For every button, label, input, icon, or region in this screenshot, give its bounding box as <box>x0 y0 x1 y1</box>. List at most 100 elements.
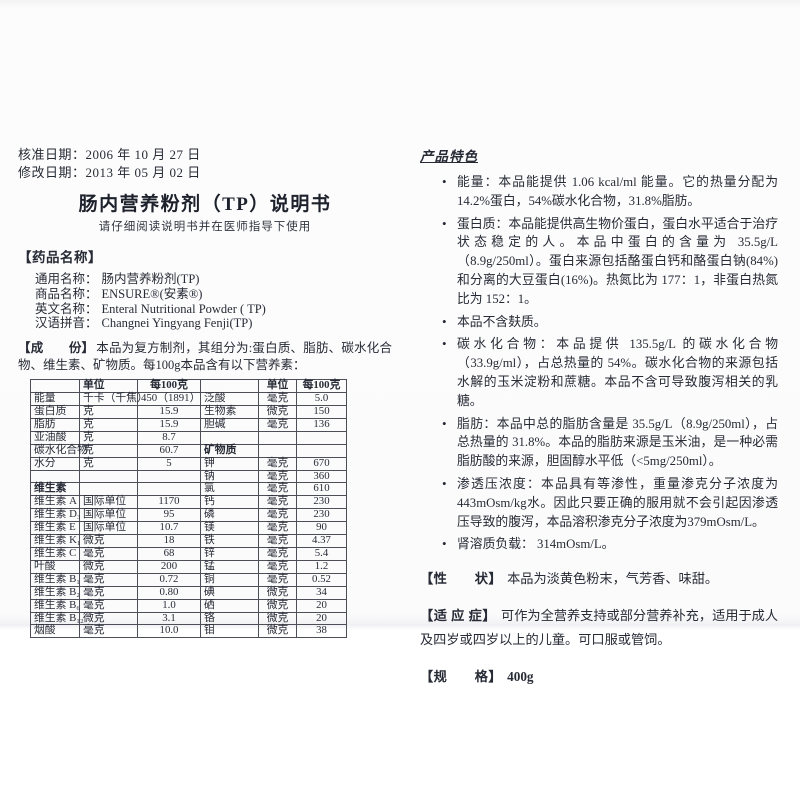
cell: 20 <box>296 598 347 613</box>
cell: 毫克 <box>258 572 297 587</box>
indications-heading: 【适 应 症】 <box>420 608 497 624</box>
cell: 毫克 <box>258 534 297 548</box>
cell: 毫克 <box>258 508 297 523</box>
cell: 锌 <box>200 546 259 561</box>
cell: 10.0 <box>137 624 201 639</box>
approval-date-label: 核准日期： <box>18 147 86 162</box>
section-heading-drug-name: 【药品名称】 <box>18 250 102 265</box>
cell: 毫克 <box>258 417 297 432</box>
cell: 450（1891） <box>137 392 201 406</box>
generic-name-label: 通用名称： <box>35 272 98 286</box>
cell: 136 <box>296 417 347 432</box>
table-row: 维生素 B₆ 毫克 1.0 硒微克 20 <box>30 598 347 613</box>
cell: 克 <box>79 430 138 445</box>
cell: 维生素 B₆ <box>30 598 80 613</box>
english-name-value: Enteral Nutritional Powder ( TP) <box>101 301 266 316</box>
table-row: 烟酸 毫克 10.0 钼微克 38 <box>30 624 347 639</box>
table-row: 叶酸 微克 200 锰毫克 1.2 <box>30 559 347 574</box>
cell: 毫克 <box>79 598 138 613</box>
cell <box>79 482 138 497</box>
cell: 毫克 <box>258 546 297 561</box>
cell <box>200 430 259 445</box>
cell: 亚油酸 <box>30 430 80 445</box>
section-heading-composition: 【成 份】 <box>18 341 95 356</box>
cell: 钠 <box>200 469 259 484</box>
trade-name-row: 商品名称： ENSURE®(安素®) <box>35 287 392 302</box>
cell <box>296 443 347 458</box>
cell: 230 <box>296 495 347 510</box>
cell: 铁 <box>200 534 259 548</box>
cell: 0.52 <box>296 572 347 587</box>
cell: 硒 <box>200 598 259 613</box>
cell: 毫克 <box>79 546 138 561</box>
cell: 0.80 <box>137 585 201 600</box>
cell: 氯 <box>200 482 259 497</box>
cell: 胆碱 <box>200 417 259 432</box>
cell: 毫克 <box>79 585 138 600</box>
table-row: 碳水化合物克 60.7 矿物质 <box>30 443 347 458</box>
feature-item-fat: 脂肪：本品中总的脂肪含量是 35.5g/L（8.9g/250ml），占总热量的 … <box>420 415 778 471</box>
feature-item-energy: 能量：本品能提供 1.06 kcal/ml 能量。它的热量分配为 14.2%蛋白… <box>420 173 778 211</box>
cell: 碳水化合物 <box>30 443 88 458</box>
cell: 毫克 <box>258 559 297 574</box>
specification-heading: 【规 格】 <box>420 669 503 685</box>
table-row: 维生素 D₃ 国际单位 95 磷毫克 230 <box>30 508 347 523</box>
cell: 维生素 <box>30 482 80 497</box>
cell: 维生素 D₃ <box>30 508 81 523</box>
cell: 脂肪 <box>30 417 80 432</box>
feature-item-protein: 蛋白质：本品能提供高生物价蛋白，蛋白水平适合于治疗状态稳定的人。本品中蛋白的含量… <box>420 215 778 309</box>
generic-name-value: 肠内营养粉剂(TP) <box>101 272 200 286</box>
cell: 碘 <box>200 585 259 600</box>
cell: 毫克 <box>258 469 297 484</box>
cell: 15.9 <box>137 405 201 419</box>
cell: 微克 <box>79 559 138 574</box>
trade-name-label: 商品名称： <box>35 286 98 301</box>
feature-item-carbohydrate: 碳水化合物：本品提供 135.5g/L 的碳水化合物（33.9g/ml），占总热… <box>420 335 778 410</box>
cell: 15.9 <box>137 417 201 432</box>
right-column: 产品特色 能量：本品能提供 1.06 kcal/ml 能量。它的热量分配为 14… <box>420 145 778 689</box>
cell: 克 <box>79 456 138 471</box>
table-row: 维生素 E 国际单位 10.7 镁毫克 90 <box>30 521 347 536</box>
cell <box>296 430 347 445</box>
cell <box>258 430 297 445</box>
cell: 单位 <box>258 379 297 394</box>
features-heading: 产品特色 <box>420 149 478 164</box>
feature-item-osmolality: 渗透压浓度：本品具有等渗性，重量渗克分子浓度为 443mOsm/kg水。因此只要… <box>420 475 778 531</box>
cell: 单位 <box>79 379 138 394</box>
pinyin-name-row: 汉语拼音： Changnei Yingyang Fenji(TP) <box>35 316 392 331</box>
character-section: 【性 状】 本品为淡黄色粉末，气芳香、味甜。 <box>420 567 778 591</box>
cell <box>79 469 138 484</box>
left-column: 核准日期：2006 年 10 月 27 日 修改日期：2013 年 05 月 0… <box>18 146 392 639</box>
table-row: 蛋白质克 15.9 生物素 微克 150 <box>30 405 347 419</box>
cell: 水分 <box>30 456 80 471</box>
cell: 维生素 E <box>30 521 80 536</box>
cell: 68 <box>137 546 201 561</box>
cell: 670 <box>296 456 347 471</box>
cell <box>137 482 201 497</box>
nutrition-table: 单位 每100克 单位 每100克 能量 千卡（千焦） 450（1891） 泛酸 毫克 5.0 … <box>30 379 347 639</box>
cell: 钙 <box>200 495 259 510</box>
generic-name-row: 通用名称： 肠内营养粉剂(TP) <box>35 272 392 287</box>
cell: 0.72 <box>137 572 201 587</box>
specification-section: 【规 格】 400g <box>420 665 778 689</box>
cell: 蛋白质 <box>30 405 80 419</box>
cell: 95 <box>137 508 201 523</box>
cell: 克 <box>79 443 138 458</box>
cell: 34 <box>296 585 347 600</box>
character-heading: 【性 状】 <box>420 571 503 587</box>
table-row: 维生素 B₁ 毫克 0.72 铜毫克 0.52 <box>30 572 347 587</box>
revision-date-value: 2013 年 05 月 02 日 <box>85 165 201 180</box>
trade-name-value: ENSURE®(安素®) <box>101 286 203 301</box>
cell <box>258 443 297 458</box>
cell: 维生素 A <box>30 495 80 510</box>
table-row: 维生素 氯毫克 610 <box>30 482 347 497</box>
cell: 1.2 <box>296 559 347 574</box>
cell: 矿物质 <box>200 443 259 458</box>
cell: 230 <box>296 508 347 523</box>
cell: 18 <box>137 534 201 548</box>
table-row: 维生素 B₁₂ 微克 3.1 铬微克 20 <box>30 611 347 626</box>
cell: 3.1 <box>137 611 201 626</box>
document-subtitle: 请仔细阅读说明书并在医师指导下使用 <box>98 221 312 233</box>
cell: 60.7 <box>137 443 201 458</box>
